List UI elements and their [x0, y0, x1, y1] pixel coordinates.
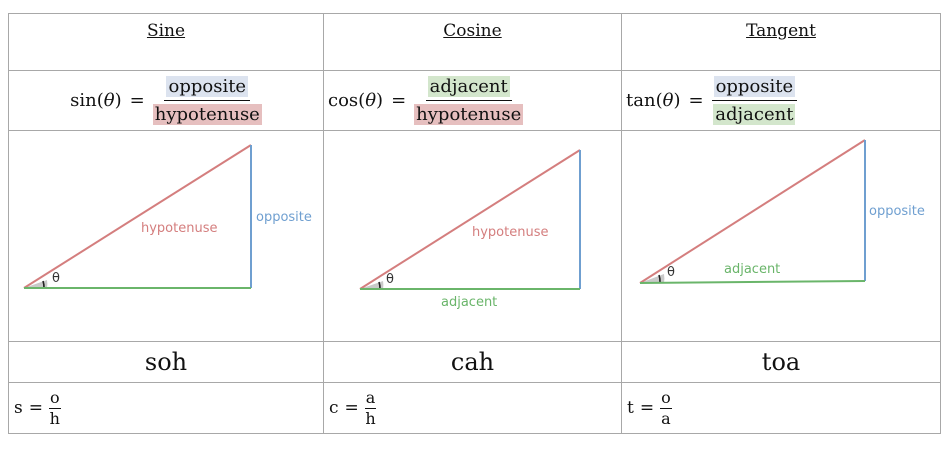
hypotenuse-label: hypotenuse [141, 221, 217, 236]
sine-numerator: opposite [166, 76, 249, 97]
tangent-fraction: opposite adjacent [711, 76, 798, 125]
hypotenuse-side [23, 144, 252, 289]
tangent-arg: θ [662, 90, 674, 111]
mnemonic-cah: cah [323, 341, 622, 383]
equals-sign: = [28, 398, 43, 418]
abbrev-fraction-tangent: o a [660, 387, 672, 428]
abbrev-numerator: o [48, 387, 61, 409]
abbrev-lhs-c: c [329, 398, 339, 418]
abbrev-cell-sine: s = o h [8, 382, 324, 434]
sine-triangle-diagram: θ hypotenuse opposite [23, 144, 312, 289]
angle-label: θ [667, 265, 675, 280]
abbrev-fraction-cosine: a h [364, 387, 377, 428]
formula-cell-sine: sin(θ) = opposite hypotenuse [8, 70, 324, 131]
sine-denominator: hypotenuse [152, 104, 262, 125]
opposite-label: opposite [256, 210, 312, 225]
heading-sine: Sine [146, 21, 186, 41]
angle-label: θ [52, 271, 60, 286]
triangle-row: θ hypotenuse opposite θ hypotenuse adjac… [8, 130, 941, 342]
triangle-cell-cosine: θ hypotenuse adjacent [323, 130, 622, 342]
tangent-formula: tan(θ) = opposite adjacent [622, 76, 940, 125]
equals-sign: = [344, 398, 359, 418]
trig-ratio-table: Sine Cosine Tangent sin(θ) = opposite hy… [8, 13, 941, 434]
equals-sign: = [129, 90, 145, 111]
abbrev-numerator: o [660, 387, 672, 409]
hypotenuse-label: hypotenuse [472, 225, 548, 240]
equals-sign: = [688, 90, 704, 111]
abbrev-denominator: h [365, 408, 376, 428]
tangent-fn: tan [626, 90, 656, 111]
adjacent-label: adjacent [724, 262, 780, 277]
formula-cell-tangent: tan(θ) = opposite adjacent [621, 70, 941, 131]
equals-sign: = [639, 398, 655, 418]
abbrev-denominator: a [661, 408, 671, 428]
angle-label: θ [386, 272, 394, 287]
sine-arg: θ [103, 90, 115, 111]
heading-row: Sine Cosine Tangent [8, 13, 941, 71]
cosine-fn: cos [328, 90, 359, 111]
adjacent-label: adjacent [441, 295, 497, 310]
abbrev-lhs-t: t [627, 398, 634, 418]
tangent-triangle-diagram: θ adjacent opposite [639, 139, 925, 284]
heading-cell-cosine: Cosine [323, 13, 622, 71]
equals-sign: = [391, 90, 407, 111]
sine-formula: sin(θ) = opposite hypotenuse [70, 76, 262, 125]
abbrev-cell-cosine: c = a h [323, 382, 622, 434]
triangle-cell-sine: θ hypotenuse opposite [8, 130, 324, 342]
cosine-arg: θ [365, 90, 377, 111]
abbrev-numerator: a [364, 387, 377, 409]
sine-fn: sin [70, 90, 97, 111]
cosine-fraction: adjacent hypotenuse [414, 76, 524, 125]
mnemonic-soh: soh [8, 341, 324, 383]
formula-cell-cosine: cos(θ) = adjacent hypotenuse [323, 70, 622, 131]
adjacent-side [639, 280, 866, 284]
abbrev-lhs-s: s [14, 398, 23, 418]
mnemonic-toa: toa [621, 341, 941, 383]
mnemonic-row: soh cah toa [8, 341, 941, 383]
cosine-denominator: hypotenuse [414, 104, 524, 125]
triangle-cell-tangent: θ adjacent opposite [621, 130, 941, 342]
heading-cell-sine: Sine [8, 13, 324, 71]
abbrev-denominator: h [49, 408, 60, 428]
heading-cosine: Cosine [443, 21, 502, 41]
angle-wedge [640, 274, 665, 283]
formula-row: sin(θ) = opposite hypotenuse cos(θ) = ad… [8, 70, 941, 131]
heading-cell-tangent: Tangent [621, 13, 941, 71]
heading-tangent: Tangent [746, 21, 816, 41]
cosine-numerator: adjacent [427, 76, 510, 97]
tangent-denominator: adjacent [713, 104, 796, 125]
hypotenuse-side [639, 139, 866, 284]
tangent-numerator: opposite [713, 76, 796, 97]
abbrev-cell-tangent: t = o a [621, 382, 941, 434]
abbreviation-row: s = o h c = a h t = [8, 382, 941, 434]
abbrev-fraction-sine: o h [48, 387, 61, 428]
cosine-triangle-diagram: θ hypotenuse adjacent [359, 149, 581, 310]
sine-fraction: opposite hypotenuse [152, 76, 262, 125]
cosine-formula: cos(θ) = adjacent hypotenuse [328, 76, 524, 125]
opposite-label: opposite [869, 204, 925, 219]
angle-wedge [24, 280, 48, 288]
hypotenuse-side [359, 149, 581, 290]
angle-wedge [360, 281, 384, 289]
